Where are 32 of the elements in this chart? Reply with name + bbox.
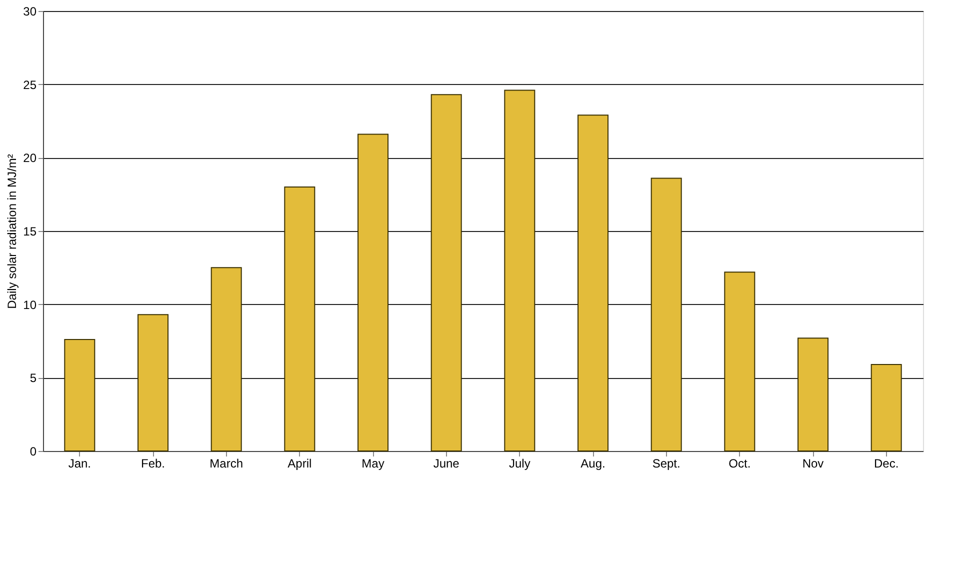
bar: [210, 267, 242, 452]
x-tick-label: Dec.: [874, 456, 899, 470]
bar: [358, 134, 388, 452]
bar: [650, 178, 682, 452]
y-tick-label: 10: [23, 298, 37, 312]
y-tick-label: 25: [23, 78, 37, 92]
bar: [798, 338, 828, 452]
bar: [578, 114, 608, 452]
y-tick-label: 0: [30, 444, 37, 458]
bar: [870, 364, 902, 452]
bar: [430, 94, 462, 452]
x-tick-label: May: [362, 456, 384, 470]
x-tick-label: Feb.: [140, 456, 166, 470]
x-tick-label: April: [288, 456, 312, 470]
y-tick-label: 30: [23, 4, 37, 18]
x-tick-label: Oct.: [728, 456, 751, 470]
x-tick-label: March: [210, 456, 244, 470]
bar: [138, 314, 168, 452]
y-tick-label: 20: [23, 151, 37, 166]
x-tick-label: Aug.: [580, 456, 606, 470]
x-tick-label: Sept.: [652, 456, 680, 470]
x-tick-label: Jan.: [68, 456, 92, 470]
y-tick-label: 5: [30, 371, 37, 386]
y-tick-label: 15: [23, 224, 37, 238]
x-tick-label: Nov: [802, 456, 824, 470]
bar: [284, 186, 316, 452]
y-axis-title: Daily solar radiation in MJ/m²: [5, 154, 20, 309]
bar: [724, 272, 756, 452]
bar: [504, 90, 536, 452]
bar: [64, 339, 96, 452]
x-tick-label: June: [433, 456, 460, 470]
x-tick-label: July: [508, 456, 530, 470]
